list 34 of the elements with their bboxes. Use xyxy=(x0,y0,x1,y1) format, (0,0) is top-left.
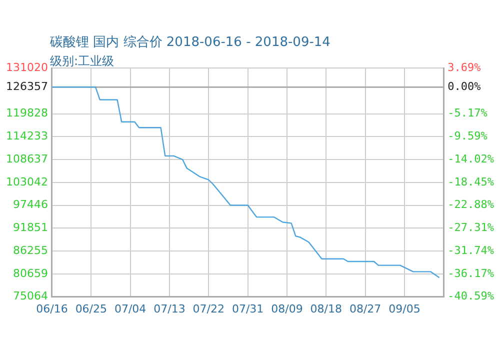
y2-tick-label: -31.74% xyxy=(448,244,494,257)
y2-tick-label: -40.59% xyxy=(448,290,494,303)
y2-tick-label: -18.45% xyxy=(448,175,494,188)
y-tick-label: 103042 xyxy=(6,175,48,188)
y2-tick-label: 3.69% xyxy=(448,60,482,74)
y2-tick-label: -36.17% xyxy=(448,266,494,280)
x-tick-label: 09/05 xyxy=(388,302,420,316)
y2-tick-label: 0.00% xyxy=(448,80,482,93)
x-tick-label: 06/25 xyxy=(75,302,108,316)
y-tick-label: 80659 xyxy=(12,266,48,280)
y-tick-label: 131020 xyxy=(6,60,48,74)
y2-tick-label: -22.88% xyxy=(448,198,494,212)
y-tick-label: 108637 xyxy=(6,152,48,166)
y-tick-label: 86255 xyxy=(12,244,48,257)
y-tick-label: 119828 xyxy=(6,106,48,120)
y-tick-label: 75064 xyxy=(12,290,48,303)
x-tick-label: 07/13 xyxy=(154,302,186,316)
y-tick-label: 114233 xyxy=(6,130,48,142)
x-tick-label: 07/04 xyxy=(114,302,146,316)
x-tick-label: 07/22 xyxy=(192,302,225,316)
x-tick-label: 07/31 xyxy=(232,302,264,316)
y-tick-label: 97446 xyxy=(12,198,48,212)
chart-subtitle: 级别:工业级 xyxy=(50,53,114,70)
chart-title: 碳酸锂 国内 综合价 2018-06-16 - 2018-09-14 xyxy=(50,34,330,51)
y2-tick-label: -27.31% xyxy=(448,221,494,234)
x-tick-label: 08/27 xyxy=(349,302,382,316)
x-tick-label: 08/09 xyxy=(271,302,303,316)
y2-tick-label: -5.17% xyxy=(448,106,488,120)
x-tick-label: 08/18 xyxy=(310,302,342,316)
y-tick-label: 91851 xyxy=(12,221,48,234)
y2-tick-label: -14.02% xyxy=(448,152,494,166)
y2-tick-label: -9.59% xyxy=(448,129,488,142)
x-tick-label: 06/16 xyxy=(36,302,68,316)
y-tick-label: 126357 xyxy=(6,80,48,93)
